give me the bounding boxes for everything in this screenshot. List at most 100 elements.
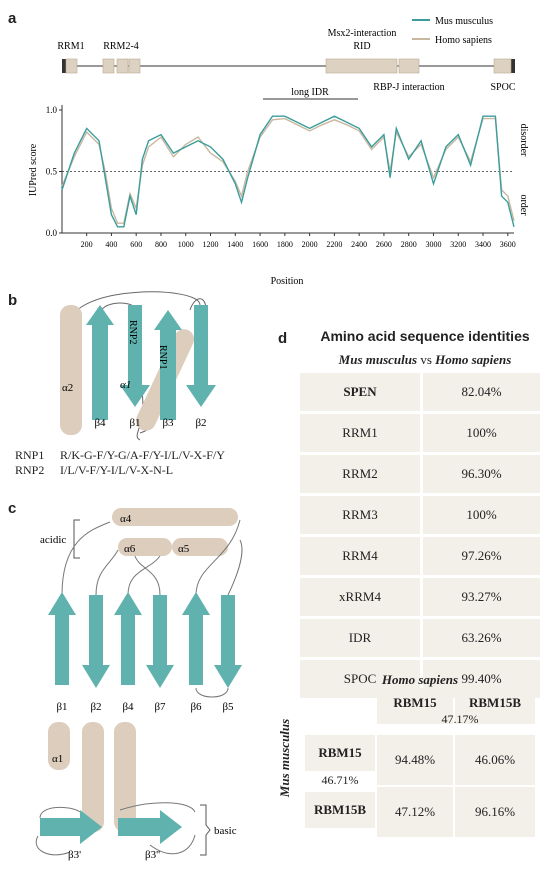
spoc-loop-b6b5 — [195, 687, 229, 698]
strand-c-b1 — [48, 592, 76, 685]
basic-loops — [39, 802, 196, 819]
identity-region: RRM4 — [300, 537, 423, 578]
y-tick-label: 0.5 — [46, 167, 58, 177]
x-tick-label: 2000 — [302, 240, 318, 249]
basic-bracket — [200, 804, 211, 856]
identity-region: RRM1 — [300, 414, 423, 455]
strand-c-b7-label: β7 — [154, 701, 166, 713]
panel-b-figure: RNP2 RNP1 α2 α1 β4 β1 β3 β2 — [60, 291, 216, 441]
strand-b1-shape — [120, 305, 150, 407]
strand-b2-shape — [186, 305, 216, 407]
domain-label-rrm2-4: RRM2-4 — [103, 41, 139, 52]
matrix-cell-1-0: 47.12% — [377, 787, 453, 837]
identity-region: SPOC — [300, 660, 423, 701]
identity-row: SPEN 82.04% — [300, 373, 540, 414]
long-idr-label: long IDR — [291, 87, 329, 98]
x-tick-label: 200 — [81, 240, 93, 249]
rnp2-line: RNP2 I/L/V-F/Y-I/L/V-X-N-L — [15, 463, 225, 478]
spoc-loop-5 — [195, 519, 241, 596]
x-axis-label: Position — [271, 276, 304, 287]
identities-subtitle: Mus musculus vs Homo sapiens — [300, 352, 550, 368]
identity-region: RRM2 — [300, 455, 423, 496]
acidic-label: acidic — [40, 534, 66, 546]
identity-value: 97.26% — [423, 537, 540, 578]
rnp1-motif-label: RNP1 — [157, 345, 168, 369]
panel-b-label: b — [8, 292, 18, 309]
helix-a2-label: α2 — [62, 382, 73, 394]
identity-region: xRRM4 — [300, 578, 423, 619]
rrm4-domain — [128, 58, 141, 74]
matrix-row-header-rbm15: RBM15 — [305, 735, 375, 771]
identity-row: RRM1 100% — [300, 414, 540, 455]
legend-label-homo: Homo sapiens — [435, 35, 492, 46]
strand-b3p-label: β3' — [68, 849, 81, 861]
matrix-cell-0-0: 94.48% — [377, 735, 453, 785]
strand-b4-label: β4 — [94, 417, 106, 429]
matrix-row-header-rbm15b: RBM15B — [305, 792, 375, 828]
x-tick-label: 1400 — [227, 240, 243, 249]
basic-loops-lower — [35, 834, 196, 856]
strand-c-b7 — [146, 595, 174, 688]
legend-label-mus: Mus musculus — [435, 16, 493, 27]
order-label: order — [518, 194, 529, 216]
identity-region: IDR — [300, 619, 423, 660]
strand-b3p-shape — [40, 810, 102, 844]
domain-label-rbpj: RBP-J interaction — [373, 82, 444, 93]
matrix-row-species-wrap: Mus musculus — [275, 690, 295, 830]
spoc-loop-2 — [95, 549, 119, 596]
identity-value: 100% — [423, 496, 540, 537]
strand-b2-label: β2 — [195, 417, 206, 429]
subtitle-species1: Mus musculus — [338, 352, 418, 367]
helix-c-a1-label: α1 — [52, 753, 63, 765]
strand-b4-shape — [86, 305, 114, 420]
spoc-loop-4 — [134, 555, 161, 596]
disorder-label: disorder — [518, 124, 529, 157]
identity-row: RRM4 97.26% — [300, 537, 540, 578]
strand-c-b1-label: β1 — [56, 701, 67, 713]
identity-region: SPEN — [300, 373, 423, 414]
identity-region: RRM3 — [300, 496, 423, 537]
helix-c-a2-shape — [82, 722, 104, 832]
rnp1-name: RNP1 — [15, 448, 45, 462]
identity-row: RRM2 96.30% — [300, 455, 540, 496]
x-tick-label: 1800 — [277, 240, 293, 249]
identity-value: 63.26% — [423, 619, 540, 660]
matrix-cell-1-1: 96.16% — [455, 787, 535, 837]
rrm3-domain — [116, 58, 129, 74]
strand-c-b6-label: β6 — [190, 701, 202, 713]
y-axis-label: IUPred score — [28, 143, 39, 196]
panel-d-label: d — [278, 330, 288, 347]
helix-a5-shape — [172, 538, 228, 556]
y-tick-label: 1.0 — [46, 105, 58, 115]
rnp2-name: RNP2 — [15, 463, 45, 477]
matrix-col-header-rbm15: RBM15 — [377, 688, 453, 724]
rnp1-sequence: R/K-G-F/Y-G/A-F/Y-I/L/V-X-F/Y — [60, 448, 225, 462]
matrix-row-between: 46.71% — [321, 773, 359, 787]
subtitle-vs: vs — [417, 352, 436, 367]
rbpj-domain — [398, 58, 420, 74]
series-line-homo-sapiens — [61, 117, 515, 224]
identities-title: Amino acid sequence identities — [320, 328, 530, 344]
domain-label-rid: RID — [353, 41, 370, 52]
x-tick-label: 1200 — [203, 240, 219, 249]
helix-a5-label: α5 — [178, 543, 190, 555]
domain-label-msx2: Msx2-interaction — [328, 28, 397, 39]
panel-a-label: a — [8, 10, 17, 27]
x-tick-label: 1600 — [252, 240, 268, 249]
strand-c-b2 — [82, 595, 110, 688]
spoc-loop-1 — [61, 521, 111, 596]
x-tick-label: 2400 — [351, 240, 367, 249]
identity-value: 100% — [423, 414, 540, 455]
c-terminus-cap — [511, 59, 515, 73]
identity-value: 93.27% — [423, 578, 540, 619]
helix-a4-label: α4 — [120, 513, 132, 525]
spoc-domain — [493, 58, 512, 74]
x-tick-label: 1000 — [178, 240, 194, 249]
identity-value: 96.30% — [423, 455, 540, 496]
domain-label-rrm1: RRM1 — [57, 41, 84, 52]
helix-c-a1-shape — [48, 722, 70, 770]
matrix-col-between: 47.17% — [441, 712, 479, 726]
identity-value: 82.04% — [423, 373, 540, 414]
rnp2-motif-label: RNP2 — [127, 320, 138, 344]
panel-c-figure: acidic α4 α6 α5 β1 β2 β4 β7 β6 β5 α1 α2 … — [35, 508, 243, 861]
